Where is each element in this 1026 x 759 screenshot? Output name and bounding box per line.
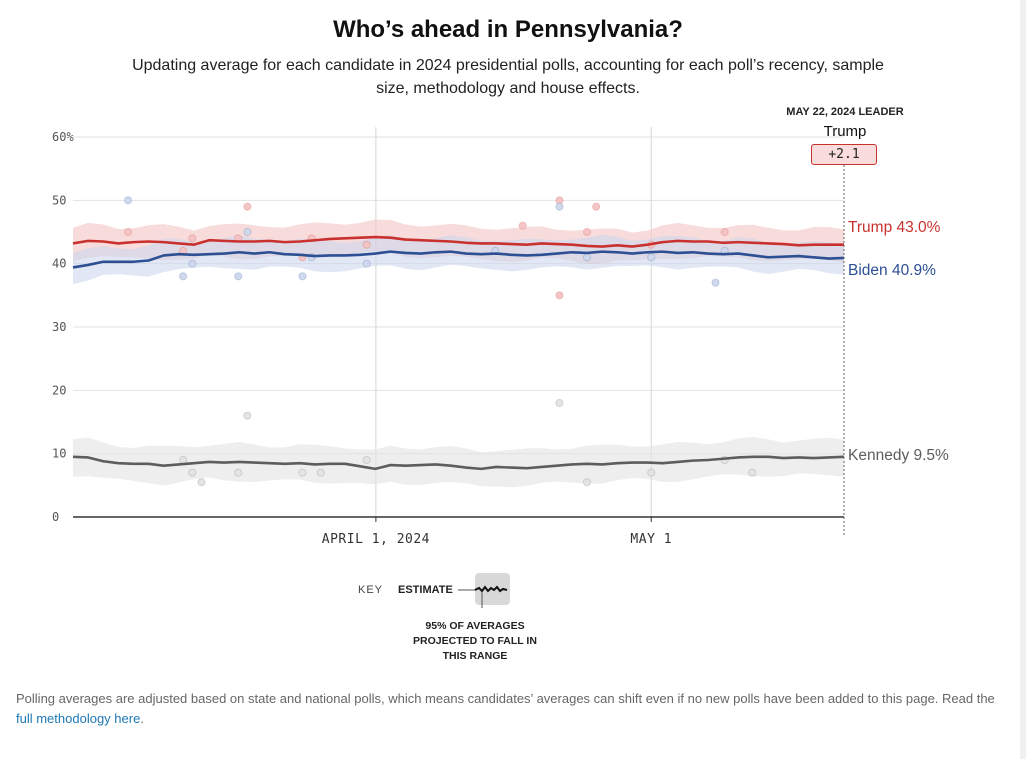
biden-poll-dot [243,227,252,237]
kennedy-poll-dot [647,468,656,477]
trump-poll-dot [188,234,197,243]
chart-title: Who’s ahead in Pennsylvania? [333,16,683,43]
y-tick-label-60: 60% [52,130,74,144]
kennedy-poll-dot [555,398,564,408]
y-tick-label-20: 20 [52,383,66,397]
chart-subtitle: Updating average for each candidate in 2… [132,57,884,97]
kennedy-average-line [72,455,845,471]
polling-average-chart: 0 10 20 30 40 50 60% APRIL 1, 2024 MAY 1 [52,127,845,547]
y-tick-label-10: 10 [52,447,66,461]
kennedy-poll-dot [179,455,188,465]
biden-poll-dot [582,253,592,262]
footer-text: Polling averages are adjusted based on s… [16,691,995,706]
y-tick-label-30: 30 [52,320,66,334]
trump-poll-dot [582,227,592,237]
methodology-link[interactable]: full methodology here [16,711,141,726]
kennedy-poll-dot [188,468,197,477]
page-scrollbar[interactable] [1020,0,1026,759]
biden-poll-dot [362,259,371,268]
trump-poll-dot [592,202,601,211]
biden-poll-dot [188,259,197,268]
key-label: KEY [358,584,384,596]
kennedy-poll-dot [582,478,592,487]
biden-poll-dot [234,272,243,281]
trump-poll-dot [518,221,527,230]
biden-end-label: Biden 40.9% [848,262,936,279]
biden-poll-dot [711,278,720,287]
key-range-note: 95% OF AVERAGES PROJECTED TO FALL IN THI… [413,620,537,662]
kennedy-poll-dot [243,411,252,420]
trump-poll-dot [362,240,371,249]
key-swatch [458,573,510,608]
biden-poll-dot [555,202,564,211]
kennedy-end-label: Kennedy 9.5% [848,446,949,464]
kennedy-poll-dot [748,468,757,477]
biden-poll-dot [298,272,307,281]
biden-poll-dot [123,196,133,205]
confidence-bands [73,219,844,488]
x-tick-label-0: APRIL 1, 2024 [322,532,430,547]
biden-poll-dot [179,272,188,281]
key-estimate-label: ESTIMATE [398,584,453,596]
trump-poll-dot [243,202,252,211]
kennedy-confidence-band [73,437,844,488]
leader-date-header: MAY 22, 2024 LEADER [786,106,904,118]
x-tick-label-1: MAY 1 [630,532,672,547]
kennedy-poll-dot [316,468,325,477]
series-lines [72,235,845,471]
kennedy-poll-dot [362,455,371,465]
footer-note: Polling averages are adjusted based on s… [16,689,1006,729]
y-tick-label-0: 0 [52,510,59,524]
biden-average-line [72,250,845,269]
kennedy-poll-dot [197,478,206,487]
trump-poll-dot [123,227,133,237]
trump-poll-dot [555,291,564,300]
y-tick-label-40: 40 [52,257,66,271]
axes: 0 10 20 30 40 50 60% APRIL 1, 2024 MAY 1 [52,130,844,547]
leader-margin-badge: +2.1 [811,144,877,165]
biden-poll-dot [647,253,656,262]
trump-average-line [72,235,844,248]
trump-end-label: Trump 43.0% [848,219,941,236]
footer-end: . [140,711,144,726]
leader-name: Trump [823,123,867,140]
key-estimate-line [474,585,508,593]
y-tick-label-50: 50 [52,193,66,207]
kennedy-poll-dot [298,468,307,477]
trump-poll-dot [720,227,729,237]
y-gridlines [73,136,844,455]
kennedy-poll-dot [234,468,243,477]
